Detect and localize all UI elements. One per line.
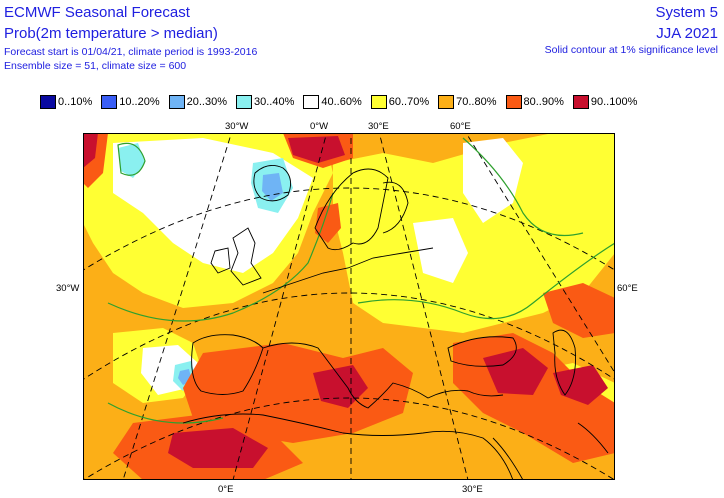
coast-caspian (552, 329, 576, 396)
legend: 0..10% 10..20% 20..30% 30..40% 40..60% 6… (40, 94, 646, 110)
graticule-line (122, 133, 232, 480)
legend-swatch (101, 95, 118, 109)
field-crimson-africa (168, 428, 268, 468)
coast-europe-north (262, 247, 434, 294)
system-label: System 5 (655, 4, 718, 21)
period-label: JJA 2021 (656, 25, 718, 42)
field-white-russia (413, 218, 468, 283)
legend-swatch (370, 95, 387, 109)
significance-contour (462, 137, 584, 237)
legend-item: 90..100% (572, 95, 638, 109)
coast-black-sea (447, 336, 517, 367)
legend-label: 0..10% (58, 96, 93, 108)
legend-item: 70..80% (438, 95, 497, 109)
field-crimson-north (288, 136, 345, 163)
field-crimson-italy (313, 365, 368, 408)
field-crimson-northwest (83, 133, 98, 168)
coastlines (182, 164, 609, 480)
significance-contour (357, 242, 615, 320)
legend-item: 60..70% (370, 95, 430, 109)
legend-swatch (168, 95, 185, 109)
graticule-label-bottom: 30°E (462, 484, 483, 495)
coast-mediterranean (262, 342, 504, 409)
significance-contour (107, 192, 334, 322)
coast-scandinavia (314, 168, 389, 251)
legend-item: 0..10% (40, 95, 92, 109)
forecast-info: Forecast start is 01/04/21, climate peri… (4, 46, 258, 58)
significance-note: Solid contour at 1% significance level (544, 44, 718, 56)
ensemble-info: Ensemble size = 51, climate size = 600 (4, 60, 187, 72)
field-yellow-europe (333, 133, 615, 333)
significance-contour (107, 402, 224, 424)
field-white-east (463, 138, 523, 223)
map-subtitle: Prob(2m temperature > median) (4, 25, 218, 42)
graticule-line (83, 397, 615, 480)
coast-red-sea (492, 437, 524, 480)
field-crimson-turkey (483, 348, 548, 395)
legend-label: 20..30% (186, 96, 227, 108)
coast-iberia (191, 334, 264, 395)
graticule-label-top: 60°E (450, 121, 471, 132)
graticule-line (232, 133, 328, 480)
field-red-mediterranean (183, 343, 413, 443)
field-cyan-north (118, 143, 145, 178)
graticule-label-top: 30°E (368, 121, 389, 132)
legend-label: 80..90% (523, 96, 564, 108)
legend-label: 40..60% (321, 96, 362, 108)
graticule-label-bottom: 0°E (218, 484, 234, 495)
legend-item: 20..30% (168, 95, 227, 109)
significance-contour (117, 142, 146, 176)
legend-item: 80..90% (505, 95, 564, 109)
legend-swatch (40, 95, 56, 109)
legend-swatch (303, 95, 320, 109)
probability-map (83, 133, 615, 480)
graticule-label-top: 30°W (225, 121, 249, 132)
legend-label: 70..80% (456, 96, 497, 108)
coast-finland (382, 181, 409, 234)
map-title: ECMWF Seasonal Forecast (4, 4, 190, 21)
coast-britain (230, 227, 262, 286)
legend-item: 30..40% (236, 95, 294, 109)
field-red-russia (543, 283, 615, 338)
coast-iceland (253, 164, 292, 202)
legend-label: 30..40% (254, 96, 295, 108)
legend-swatch (572, 95, 589, 109)
legend-label: 60..70% (388, 96, 430, 108)
legend-swatch (236, 95, 252, 109)
map-frame (83, 133, 615, 480)
graticule-line (83, 187, 615, 271)
graticule-label-top: 0°W (310, 121, 329, 132)
graticule (83, 133, 615, 480)
coast-africa (182, 413, 514, 480)
graticule-label-right: 60°E (617, 283, 638, 294)
legend-swatch (505, 95, 522, 109)
legend-item: 10..20% (101, 95, 160, 109)
graticule-label-left: 30°W (56, 283, 80, 294)
graticule-line (465, 133, 615, 374)
legend-label: 90..100% (590, 96, 638, 108)
field-crimson-caspian (553, 365, 608, 405)
graticule-line (378, 133, 469, 480)
coast-ireland (210, 247, 231, 274)
legend-swatch (438, 95, 455, 109)
legend-label: 10..20% (119, 96, 160, 108)
significance-contours (107, 137, 615, 424)
coast-gulf (577, 422, 609, 454)
legend-item: 40..60% (303, 95, 362, 109)
